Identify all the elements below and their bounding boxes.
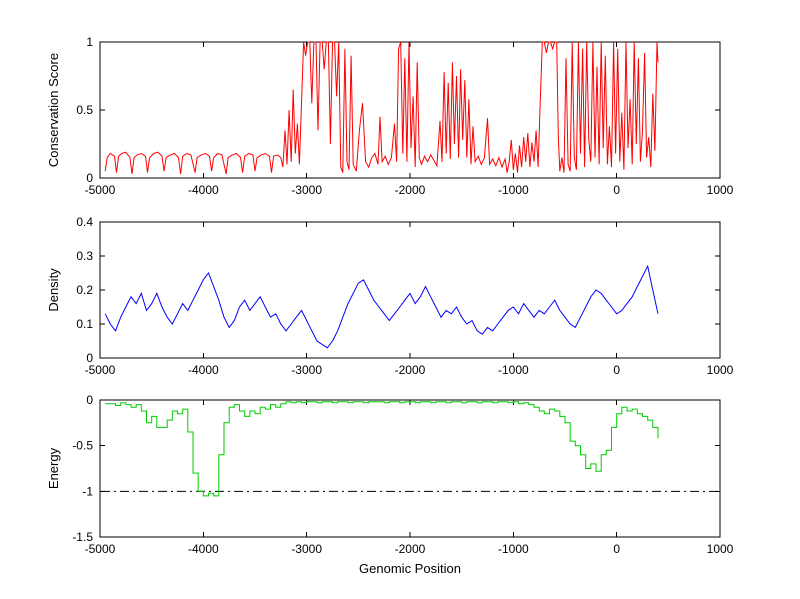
y-tick-label: 0 — [86, 351, 93, 365]
y-tick-label: 1 — [86, 35, 93, 49]
y-tick-label: -1.5 — [72, 530, 93, 544]
y-tick-label: 0 — [86, 393, 93, 407]
x-tick-label: 0 — [613, 542, 620, 556]
x-tick-label: 0 — [613, 183, 620, 197]
x-tick-label: -4000 — [188, 363, 219, 377]
x-tick-label: -1000 — [498, 183, 529, 197]
x-tick-label: 1000 — [707, 542, 734, 556]
x-tick-label: -5000 — [85, 542, 116, 556]
y-tick-label: 0.3 — [76, 249, 93, 263]
y-axis-label: Conservation Score — [46, 53, 61, 167]
x-tick-label: -3000 — [291, 183, 322, 197]
subplot-density: -5000 -4000 -3000 -2000 -1000 0 1000 0 0.1 0.2 0.3… — [46, 215, 734, 377]
subplot-conservation-score: -5000 -4000 -3000 -2000 -1000 0 1000 0 0.5 1 Conse… — [46, 35, 734, 197]
y-tick-label: 0.4 — [76, 215, 93, 229]
series-density — [104, 264, 659, 349]
x-tick-label: -2000 — [395, 363, 426, 377]
y-tick-label: 0.1 — [76, 317, 93, 331]
x-tick-label: 0 — [613, 363, 620, 377]
x-tick-label: -2000 — [395, 183, 426, 197]
x-tick-label: 1000 — [707, 183, 734, 197]
y-axis-label: Density — [46, 268, 61, 312]
x-tick-label: -5000 — [85, 363, 116, 377]
y-tick-label: 0.5 — [76, 103, 93, 117]
x-tick-label: -4000 — [188, 183, 219, 197]
y-tick-label: -1 — [82, 484, 93, 498]
series-conservation-score — [104, 41, 659, 175]
x-tick-label: -1000 — [498, 363, 529, 377]
x-axis-label: Genomic Position — [359, 561, 461, 576]
x-tick-label: -2000 — [395, 542, 426, 556]
subplot-energy: -5000 -4000 -3000 -2000 -1000 0 1000 -1.5 -1 -0.5… — [46, 393, 734, 576]
y-tick-label: 0 — [86, 171, 93, 185]
x-tick-label: -1000 — [498, 542, 529, 556]
x-tick-label: -5000 — [85, 183, 116, 197]
x-tick-label: -4000 — [188, 542, 219, 556]
axes-box — [99, 221, 721, 359]
y-axis-label: Energy — [46, 447, 61, 489]
x-tick-label: 1000 — [707, 363, 734, 377]
y-tick-label: 0.2 — [76, 283, 93, 297]
series-energy — [105, 401, 659, 497]
x-tick-label: -3000 — [291, 542, 322, 556]
x-tick-label: -3000 — [291, 363, 322, 377]
y-tick-label: -0.5 — [72, 439, 93, 453]
